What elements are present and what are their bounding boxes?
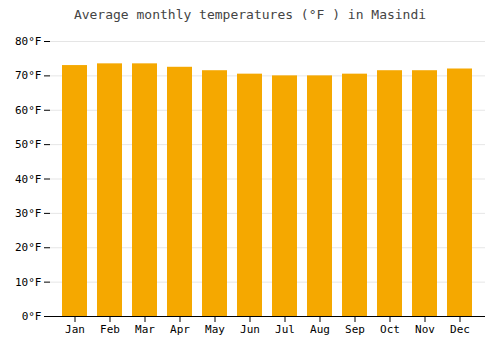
svg-text:70°F: 70°F <box>15 69 42 82</box>
svg-text:30°F: 30°F <box>15 207 42 220</box>
svg-text:0°F: 0°F <box>22 310 42 323</box>
svg-text:Jun: Jun <box>240 323 260 336</box>
svg-text:Feb: Feb <box>100 323 120 336</box>
svg-text:Nov: Nov <box>415 323 435 336</box>
svg-text:Jan: Jan <box>65 323 85 336</box>
svg-text:40°F: 40°F <box>15 173 42 186</box>
svg-text:10°F: 10°F <box>15 276 42 289</box>
svg-text:Dec: Dec <box>450 323 470 336</box>
svg-text:Mar: Mar <box>135 323 155 336</box>
svg-text:Apr: Apr <box>170 323 190 336</box>
svg-text:Sep: Sep <box>345 323 365 336</box>
svg-text:Jul: Jul <box>275 323 295 336</box>
svg-text:20°F: 20°F <box>15 241 42 254</box>
svg-text:May: May <box>205 323 225 336</box>
svg-text:50°F: 50°F <box>15 138 42 151</box>
svg-text:Aug: Aug <box>310 323 330 336</box>
svg-text:80°F: 80°F <box>15 35 42 48</box>
svg-text:Oct: Oct <box>380 323 400 336</box>
html-text:Average monthly temperatures (: Average monthly temperatures (°F ) in Ma… <box>73 7 427 22</box>
svg-text:60°F: 60°F <box>15 104 42 117</box>
